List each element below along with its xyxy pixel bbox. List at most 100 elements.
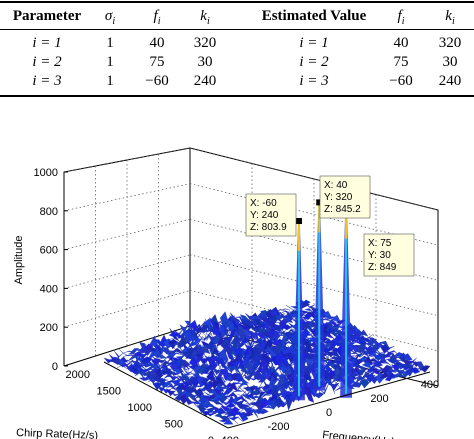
surface-facet [171, 381, 182, 390]
surface-facet [358, 329, 369, 337]
z-tick-label: 1000 [34, 167, 58, 179]
surface-facet [284, 391, 295, 403]
surface-facet [280, 310, 290, 314]
surface-facet [198, 325, 209, 329]
surface-facet [189, 319, 200, 334]
x-tick-label: -400 [217, 435, 239, 439]
surface-facet [241, 394, 252, 401]
surface-facet [257, 377, 268, 391]
surface-facet [196, 405, 207, 414]
surface-facet [205, 343, 216, 354]
row1-ek: 320 [438, 35, 462, 51]
datatip-line: Y: 240 [250, 210, 279, 221]
surface-facet [323, 333, 335, 339]
grid-line [63, 290, 191, 328]
datatip-line: X: 75 [368, 238, 392, 249]
surface-facet [237, 389, 247, 396]
header-estimated-value: Estimated Value [261, 8, 367, 24]
surface-facet [238, 380, 249, 388]
row2-f: 75 [149, 54, 165, 70]
surface-facet [172, 375, 183, 382]
surface-facet [304, 387, 315, 403]
surface-facet [361, 367, 372, 375]
surface-facet [233, 383, 244, 390]
row3-k: 240 [193, 73, 217, 89]
amplitude-surface [103, 199, 431, 425]
datatip-line: Y: 320 [324, 192, 353, 203]
table-top-rule [0, 1, 474, 3]
x-axis-label: Frequency(Hz) [322, 429, 396, 439]
surface-facet [211, 337, 221, 348]
surface-facet [420, 365, 431, 373]
surface-facet [234, 382, 244, 386]
peak-marker [295, 218, 302, 225]
header-parameter: Parameter [12, 8, 82, 24]
surface-facet [161, 387, 172, 394]
surface-facet [231, 397, 242, 402]
surface-facet [243, 373, 255, 381]
surface-facet [171, 352, 182, 359]
surface-facet [281, 381, 292, 390]
surface-facet [252, 321, 263, 329]
surface-facet [280, 308, 291, 311]
datatip-box [319, 175, 371, 219]
surface-facet [194, 388, 205, 398]
surface-facet [245, 399, 256, 405]
row2-est: i = 2 [299, 54, 329, 70]
row2-param: i = 2 [32, 54, 62, 70]
surface-facet [239, 336, 250, 348]
surface-facet [380, 340, 391, 350]
z-tick-label: 400 [40, 283, 58, 295]
surface-facet [321, 347, 332, 354]
surface-facet [140, 368, 151, 373]
table-bottom-rule [0, 95, 474, 97]
x-tick-label: 0 [326, 407, 332, 419]
surface-facet [232, 389, 243, 393]
datatip-line: X: 40 [324, 180, 348, 191]
peak-2 [313, 199, 326, 391]
surface-facet [241, 399, 251, 406]
surface-facet [217, 392, 228, 404]
surface-facet [366, 337, 377, 347]
grid-line [189, 147, 439, 211]
x-tick-label: 200 [370, 393, 388, 405]
surface-facet [165, 359, 175, 368]
surface-facet [281, 325, 292, 331]
row3-sigma: 1 [106, 73, 114, 89]
datatip-box [245, 193, 297, 237]
surface-facet [402, 353, 413, 361]
surface-facet [179, 364, 189, 371]
datatip-3: X: 75Y: 30Z: 849 [363, 233, 415, 277]
z-tick-label: 0 [52, 361, 58, 373]
surface-facet [299, 301, 311, 310]
surface-facet [410, 363, 421, 371]
datatip-line: Y: 30 [368, 250, 391, 261]
surface-facet [249, 340, 260, 349]
surface-facet [157, 346, 168, 354]
surface-facet [231, 365, 242, 375]
surface-facet [217, 398, 227, 406]
surface-facet [410, 367, 421, 374]
surface-facet [243, 410, 254, 417]
surface-facet [389, 372, 400, 379]
surface-facet [122, 359, 133, 365]
surface-facet [142, 349, 153, 356]
header-sigma: σi [104, 8, 116, 27]
surface-facet [179, 359, 190, 369]
surface-facet [215, 376, 225, 388]
z-tick-label: 600 [40, 245, 58, 257]
row2-k: 30 [197, 54, 213, 70]
row3-ek: 240 [438, 73, 462, 89]
header-k: ki [200, 8, 210, 27]
surface-facet [138, 377, 150, 381]
surface-facet [172, 341, 183, 352]
row2-ef: 75 [393, 54, 409, 70]
surface-facet [359, 378, 370, 389]
surface-facet [194, 323, 205, 336]
surface-facet [166, 383, 177, 391]
surface-facet [245, 393, 257, 401]
row1-k: 320 [193, 35, 217, 51]
grid-line [63, 254, 191, 289]
parameter-table: Parameter σi fi ki Estimated Value fi ki… [0, 0, 474, 98]
